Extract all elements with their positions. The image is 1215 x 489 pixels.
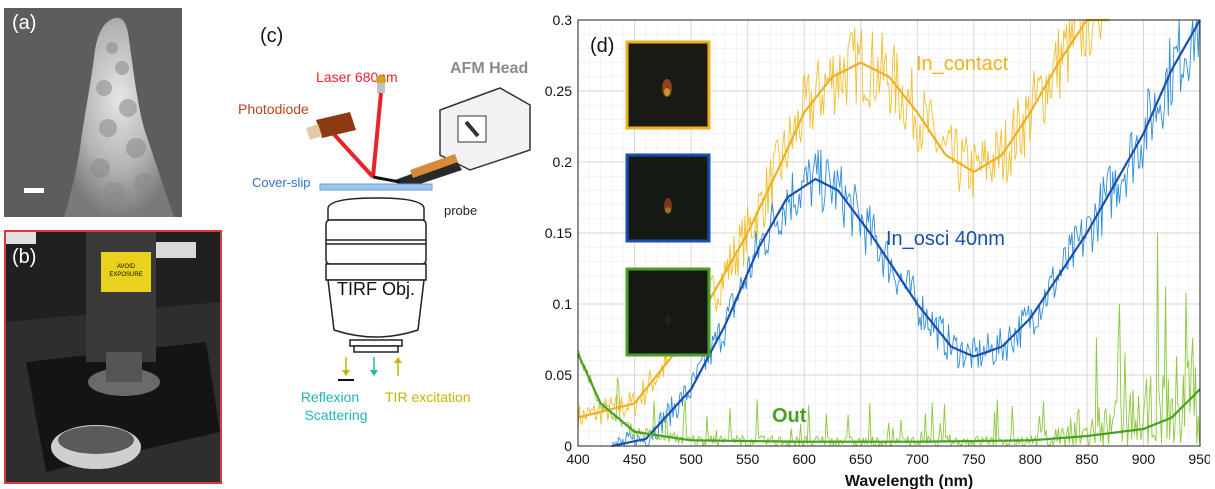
x-tick-label: 550 [736,451,760,467]
setup-photo: AVOID EXPOSURE (b) [4,230,222,484]
laser-warning-sticker [101,252,151,292]
setup-photo-drawing: AVOID EXPOSURE [6,232,220,482]
tirf-objective-icon [325,197,427,353]
spectra-chart: 400 450 500 550 600 650 700 750 800 850 900 950 0 0.0… [545,12,1210,489]
sticker-exposure: EXPOSURE [109,272,142,278]
series-label-out: Out [772,405,807,427]
reflexion-label: Reflexion [301,389,359,405]
x-axis-label: Wavelength (nm) [845,473,973,489]
probe-label: probe [444,203,477,218]
scattering-label: Scattering [304,407,367,423]
plot-frame [577,19,1201,447]
x-tick-label: 850 [1075,451,1099,467]
inset-in-contact [625,40,711,130]
panel-d-label: (d) [590,35,614,57]
y-tick-label: 0.2 [553,154,573,170]
probe-tip [372,175,401,184]
photodiode-icon [306,112,356,140]
sticker-avoid: AVOID [117,264,136,270]
series-label-in-osci: In_osci 40nm [886,228,1005,250]
series-label-in-contact: In_contact [916,53,1009,75]
afm-head-label: AFM Head [450,60,528,77]
setup-schematic: (c) Laser 680nm AFM Head Photodiode prob… [238,25,531,423]
x-tick-label: 950 [1188,451,1210,467]
tir-label: TIR excitation [385,389,471,405]
axis-ticks: 400 450 500 550 600 650 700 750 800 850 900 950 0 0.0… [545,12,1210,467]
x-tick-label: 600 [793,451,817,467]
x-tick-label: 400 [566,451,590,467]
y-tick-label: 0.1 [553,296,573,312]
x-tick-label: 450 [623,451,647,467]
x-tick-label: 800 [1019,451,1043,467]
objective-label: TIRF Obj. [337,279,415,299]
x-tick-label: 750 [962,451,986,467]
panel-b-label: (b) [12,246,37,268]
scale-bar [24,188,44,193]
x-tick-label: 650 [849,451,873,467]
photodiode-label: Photodiode [238,101,309,117]
y-tick-label: 0.05 [545,367,572,383]
inset-out [625,267,711,357]
panel-c-label: (c) [260,25,283,47]
y-tick-label: 0 [564,438,572,454]
sem-tip-drawing [24,17,174,217]
afm-head-icon [395,87,531,190]
incident-beam [371,92,383,178]
y-tick-label: 0.3 [553,12,573,28]
x-tick-label: 500 [679,451,703,467]
y-tick-label: 0.15 [545,225,572,241]
inset-in-osci [625,153,711,243]
x-tick-label: 700 [906,451,930,467]
y-tick-label: 0.25 [545,83,572,99]
cover-slip-label: Cover-slip [252,175,311,190]
panel-a-label: (a) [12,12,37,34]
sem-tip-image: (a) [4,8,182,217]
fit-curve-2 [577,353,1201,443]
reflected-beam [328,128,375,179]
cover-slip [319,183,433,191]
laser-label: Laser 680nm [316,69,398,85]
x-tick-label: 900 [1132,451,1156,467]
fit-curve-0 [577,18,1110,419]
laser-source-icon [376,75,386,93]
